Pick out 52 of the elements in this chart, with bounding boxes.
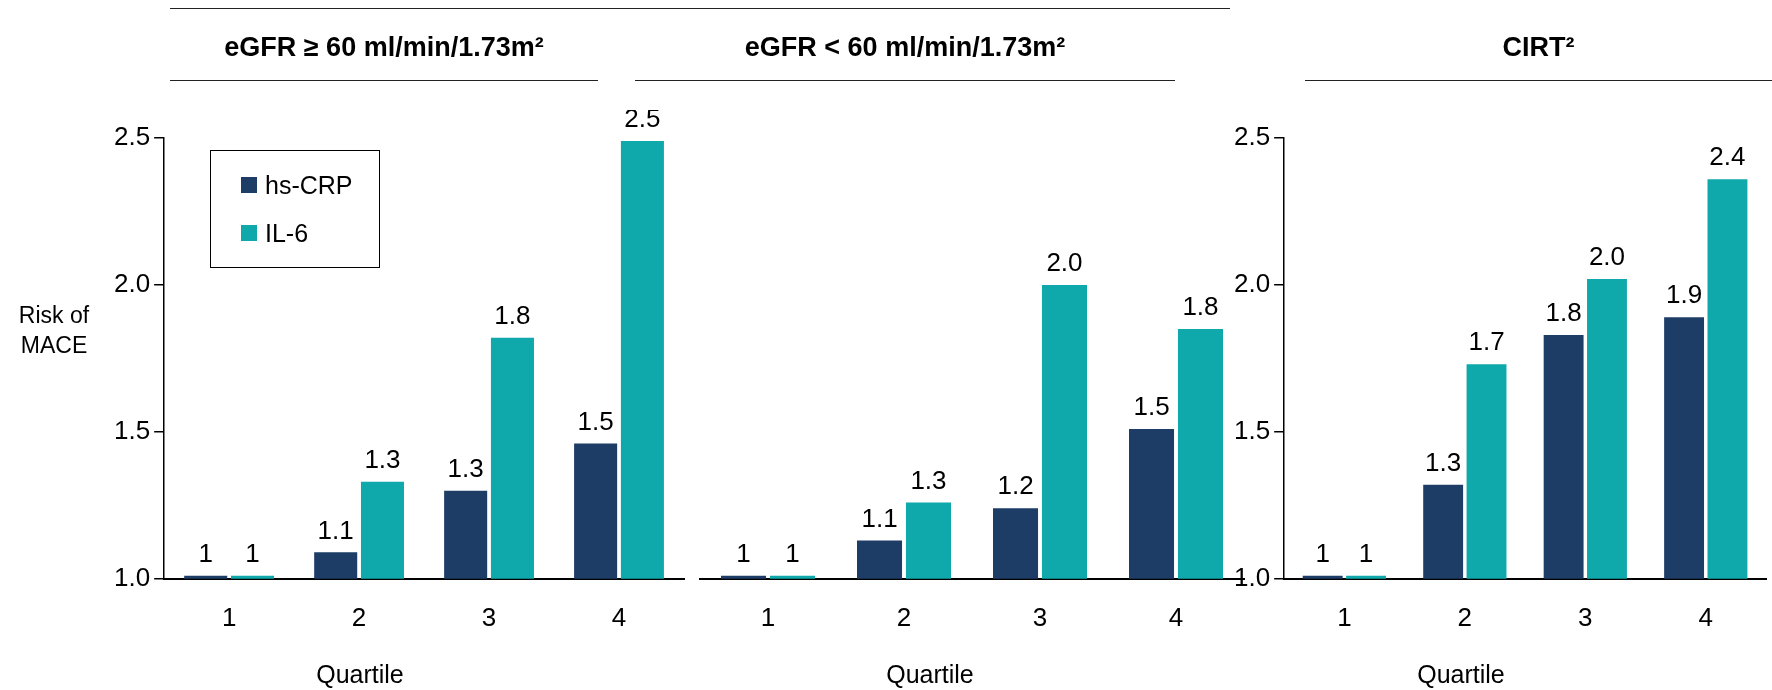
y-tick-label: 1.5 (113, 415, 151, 446)
x-tick-label: 3 (481, 601, 497, 632)
x-axis-title: Quartile (1416, 660, 1506, 689)
data-label: 1.8 (494, 300, 531, 330)
data-label: 1.3 (364, 444, 401, 474)
x-tick-label: 4 (1698, 601, 1713, 632)
data-label: 1 (1358, 538, 1374, 569)
data-label: 1 (785, 538, 800, 569)
data-label: 2.4 (1709, 141, 1746, 172)
x-tick-label: 2 (896, 601, 912, 632)
x-tick-label: 2 (351, 601, 367, 632)
y-tick-label: 2.0 (1233, 268, 1271, 299)
x-tick-label: 2 (1457, 601, 1473, 632)
y-tick-label: 1.5 (1233, 415, 1271, 446)
data-label: 1.5 (1133, 391, 1170, 422)
x-axis-title: Quartile (885, 660, 975, 689)
data-label: 1.2 (997, 470, 1034, 501)
y-tick-label: 2.5 (113, 121, 151, 152)
data-label: 1 (198, 538, 213, 569)
data-label: 2.0 (1046, 247, 1083, 278)
y-tick-label: 1.0 (113, 561, 151, 592)
data-label: 1.3 (910, 464, 947, 495)
data-label: 1.5 (577, 405, 614, 436)
data-label: 1.9 (1666, 279, 1703, 310)
data-label: 1 (1315, 538, 1330, 569)
data-label: 1.3 (1425, 446, 1462, 477)
data-label: 1 (245, 538, 260, 569)
legend-label: hs-CRP (265, 170, 353, 200)
data-label: 1.1 (861, 502, 898, 533)
x-tick-label: 3 (1032, 601, 1048, 632)
legend-label: IL-6 (265, 218, 309, 248)
chart-title: CIRT² (1305, 22, 1772, 81)
y-tick-label: 2.5 (1233, 121, 1271, 152)
chart-title: eGFR ≥ 60 ml/min/1.73m² (170, 22, 598, 81)
data-label: 1.8 (1182, 291, 1219, 322)
data-label: 1 (736, 538, 751, 569)
data-label: 1.8 (1545, 297, 1582, 328)
x-tick-label: 4 (1168, 601, 1184, 632)
y-tick-label: 1.0 (1233, 561, 1271, 592)
data-label: 1.7 (1468, 326, 1505, 357)
x-tick-label: 1 (221, 601, 237, 632)
x-tick-label: 3 (1578, 601, 1593, 632)
data-label: 2.0 (1588, 241, 1626, 272)
x-tick-label: 1 (1337, 601, 1352, 632)
x-tick-label: 1 (760, 601, 776, 632)
x-tick-label: 4 (611, 601, 627, 632)
x-axis-title: Quartile (315, 660, 405, 689)
data-label: 1.3 (447, 452, 484, 483)
y-tick-label: 2.0 (113, 268, 151, 299)
chart-title: eGFR < 60 ml/min/1.73m² (635, 22, 1175, 81)
y-axis-title: Risk of MACE (17, 301, 91, 360)
data-label: 1.1 (317, 514, 354, 545)
